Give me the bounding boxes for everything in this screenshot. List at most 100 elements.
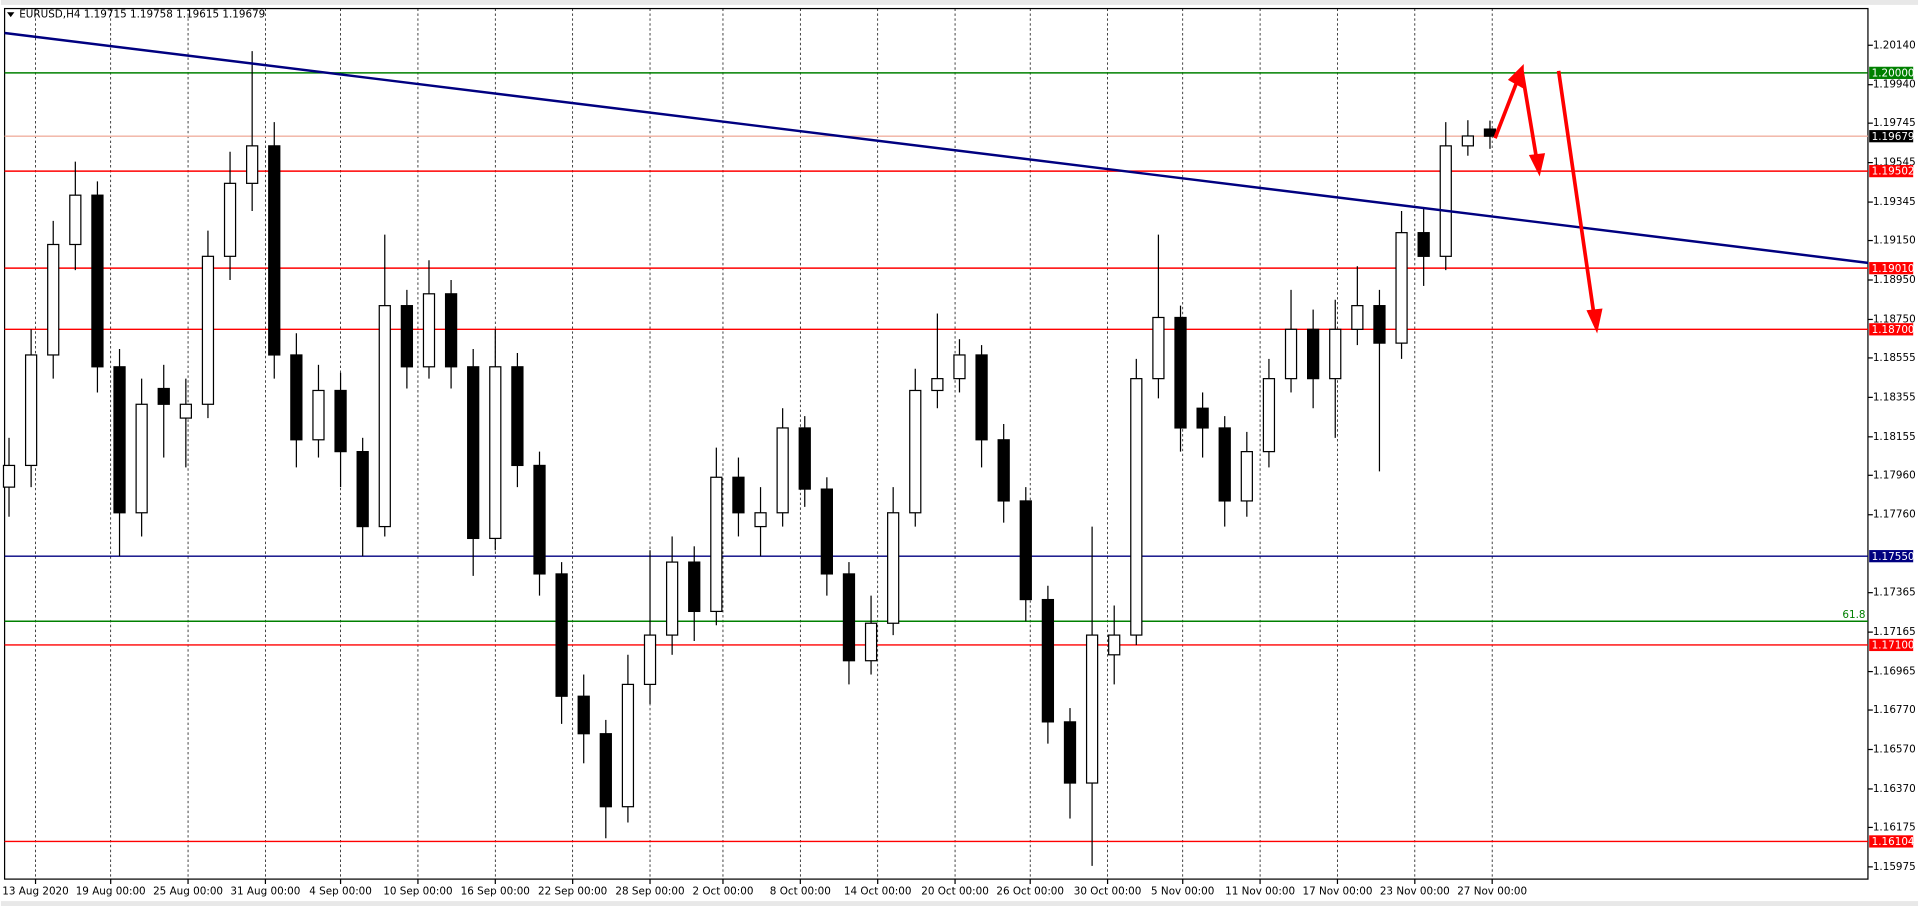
candle-body	[24, 354, 38, 467]
menu-triangle[interactable]	[7, 12, 15, 18]
candle-body	[643, 634, 657, 686]
candle-body	[732, 476, 745, 514]
candle-body	[1218, 427, 1231, 502]
candle-body	[179, 403, 192, 419]
candle-body	[1439, 145, 1452, 257]
x-tick-label: 23 Nov 00:00	[1380, 885, 1450, 897]
x-tick-label: 28 Sep 00:00	[615, 885, 684, 897]
candle-body	[1108, 634, 1121, 656]
x-tick-label: 8 Oct 00:00	[770, 885, 831, 897]
plot-frame	[3, 7, 1869, 880]
candle-body	[489, 366, 502, 540]
trend-line	[4, 31, 1869, 265]
candle-body	[47, 243, 60, 356]
candle-body	[997, 439, 1010, 502]
candle-body	[91, 194, 104, 368]
y-tick-label: 1.18355	[1873, 391, 1916, 403]
arrow	[1493, 77, 1520, 139]
candle-body	[1063, 721, 1077, 784]
y-tick-label: 1.20140	[1873, 39, 1916, 51]
candle-body	[1395, 232, 1408, 344]
chart-title: EURUSD,H4 1.19715 1.19758 1.19615 1.1967…	[19, 9, 265, 21]
level-box	[1869, 550, 1914, 563]
x-tick-label: 4 Sep 00:00	[309, 885, 372, 897]
candle-body	[400, 305, 414, 368]
candle-body	[1152, 316, 1165, 380]
x-tick-label: 20 Oct 00:00	[921, 885, 989, 897]
candle-body	[1085, 634, 1099, 784]
candle-body	[157, 387, 170, 405]
y-tick-label: 1.19745	[1873, 117, 1916, 129]
y-tick-label: 1.17960	[1873, 469, 1916, 481]
candle-body	[710, 476, 723, 613]
candle-body	[776, 427, 789, 514]
y-tick-label: 1.18155	[1873, 431, 1916, 443]
level-label: 1.16104	[1872, 836, 1915, 848]
level-box	[1869, 638, 1914, 652]
x-tick-label: 30 Oct 00:00	[1074, 885, 1142, 897]
candle-body	[842, 573, 856, 662]
arrow-head	[1528, 153, 1546, 177]
level-box	[1869, 835, 1914, 848]
y-tick-label: 1.17760	[1873, 509, 1916, 521]
arrow	[1520, 70, 1539, 160]
candle-body	[555, 573, 568, 697]
y-tick-label: 1.17365	[1873, 587, 1916, 599]
y-tick-label: 1.16770	[1873, 704, 1916, 716]
candle-body	[2, 464, 16, 488]
candle-body	[334, 389, 347, 453]
candle-body	[1307, 328, 1320, 380]
level-box	[1869, 66, 1914, 79]
y-tick-label: 1.18750	[1873, 313, 1916, 325]
candle-body	[887, 512, 900, 624]
y-tick-label: 1.16570	[1873, 743, 1916, 755]
candle-body	[1041, 598, 1055, 723]
level-label: 1.18700	[1872, 324, 1915, 336]
level-label: 1.19502	[1872, 166, 1915, 178]
candle-body	[577, 695, 590, 735]
x-tick-label: 31 Aug 00:00	[230, 885, 300, 897]
candle-body	[798, 427, 811, 490]
candle-body	[1262, 378, 1276, 453]
candle-body	[864, 622, 878, 662]
x-tick-label: 14 Oct 00:00	[844, 885, 912, 897]
candle-body	[975, 354, 988, 441]
level-label: 1.19010	[1872, 263, 1915, 275]
level-box	[1869, 164, 1914, 178]
levels: 61.8	[4, 72, 1868, 843]
y-tick-label: 1.15975	[1873, 861, 1916, 873]
x-tick-label: 17 Nov 00:00	[1302, 885, 1372, 897]
x-tick-label: 10 Sep 00:00	[383, 885, 452, 897]
candle-body	[1329, 328, 1342, 380]
candle-body	[201, 255, 215, 405]
candle-body	[909, 389, 922, 514]
level-label: 1.19679	[1872, 131, 1915, 143]
x-tick-label: 13 Aug 2020	[2, 885, 68, 897]
x-tick-label: 25 Aug 00:00	[153, 885, 223, 897]
candle-body	[1019, 500, 1032, 601]
top-strip	[0, 0, 1919, 5]
candle-body	[820, 488, 833, 575]
x-tick-label: 16 Sep 00:00	[461, 885, 530, 897]
candle-body	[223, 182, 237, 257]
level-tag: 61.8	[1842, 609, 1865, 621]
x-tick-label: 2 Oct 00:00	[692, 885, 753, 897]
x-tick-label: 11 Nov 00:00	[1225, 885, 1295, 897]
candle-body	[1417, 232, 1430, 257]
level-label: 1.20000	[1872, 67, 1915, 79]
candle-body	[1373, 305, 1386, 344]
candle-body	[1240, 451, 1253, 502]
y-tick-label: 1.18555	[1873, 352, 1916, 364]
candle-body	[754, 512, 767, 528]
candle-body	[246, 145, 259, 184]
candle-body	[312, 389, 325, 441]
candle-body	[444, 293, 458, 368]
x-tick-label: 22 Sep 00:00	[538, 885, 607, 897]
candle-body	[1461, 135, 1475, 147]
candle-body	[290, 354, 303, 441]
candle-body	[467, 366, 480, 540]
candle-body	[1284, 328, 1298, 380]
bottom-strip	[0, 901, 1919, 906]
candle-body	[356, 451, 369, 528]
